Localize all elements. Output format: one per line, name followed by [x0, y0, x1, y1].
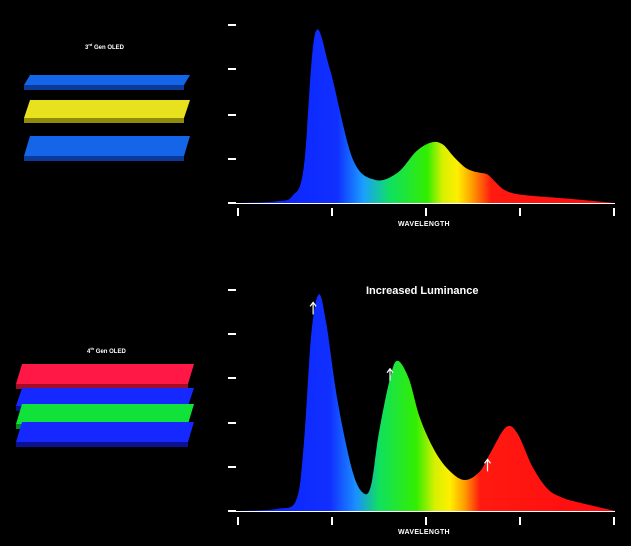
increased-luminance-label: Increased Luminance [366, 285, 479, 297]
blue-layer-2 [16, 422, 194, 447]
up-arrow-icon [309, 301, 317, 315]
spectrum-area [240, 294, 615, 511]
spectrum-chart-gen3 [228, 24, 615, 216]
spectrum-area [240, 29, 615, 203]
oled-gen3-label: 3rd Gen OLED [85, 42, 125, 51]
red-layer [16, 364, 194, 389]
x-axis-label-bottom: WAVELENGTH [398, 529, 450, 536]
blue-layer-top [24, 75, 190, 90]
up-arrow-icon [386, 367, 394, 381]
blue-layer-bottom [24, 136, 190, 161]
yellow-layer [24, 100, 190, 123]
spectrum-chart-gen4 [228, 289, 615, 525]
x-axis-label-top: WAVELENGTH [398, 221, 450, 228]
oled-gen4-label: 4th Gen OLED [87, 346, 126, 355]
up-arrow-icon [484, 458, 491, 472]
